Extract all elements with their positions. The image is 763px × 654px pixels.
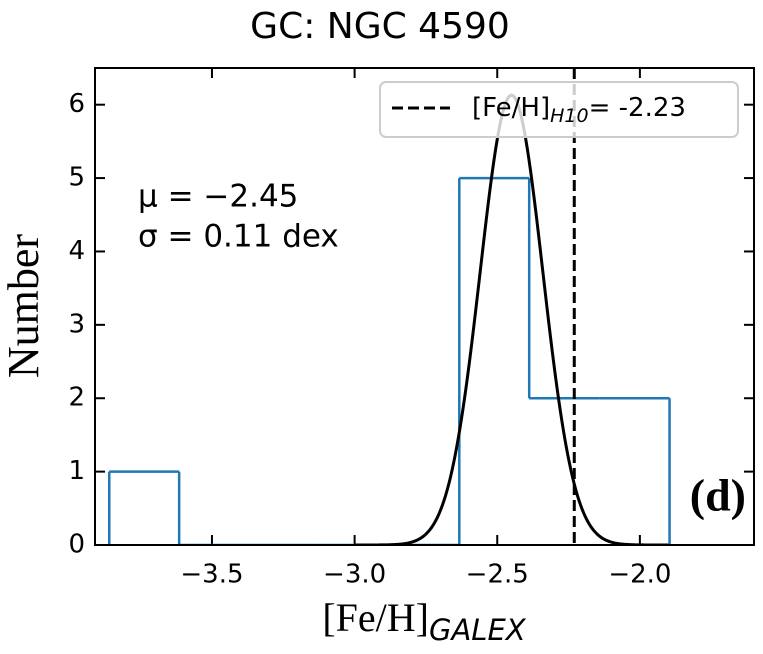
x-tick-label: −3.0 <box>323 560 386 590</box>
x-tick-label: −2.5 <box>466 560 529 590</box>
x-tick-label: −2.0 <box>608 560 671 590</box>
x-axis-label: [Fe/H]GALEX <box>322 595 526 647</box>
x-tick-label: −3.5 <box>180 560 243 590</box>
y-tick-label: 3 <box>68 309 85 339</box>
y-tick-label: 1 <box>68 456 85 486</box>
legend-label-main: [Fe/H] <box>472 93 550 123</box>
legend-box <box>379 81 739 138</box>
x-axis-label-main: [Fe/H] <box>322 595 429 640</box>
y-tick-label: 5 <box>68 163 85 193</box>
y-tick-label: 2 <box>68 383 85 413</box>
annotation: μ = −2.45 <box>138 179 298 215</box>
plot-frame <box>94 67 755 546</box>
legend-label-value: = -2.23 <box>589 93 686 123</box>
y-axis-label: Number <box>0 234 48 379</box>
y-tick-label: 6 <box>68 89 85 119</box>
chart-title: GC: NGC 4590 <box>250 6 510 47</box>
annotation: σ = 0.11 dex <box>138 219 339 255</box>
fit-curve <box>354 93 669 545</box>
x-axis-label-sub: GALEX <box>429 613 527 647</box>
y-tick-label: 4 <box>68 236 85 266</box>
panel-label: (d) <box>690 470 746 521</box>
y-tick-label: 0 <box>68 530 85 560</box>
legend-label: [Fe/H]H10= -2.23 <box>472 93 686 127</box>
legend-label-sub: H10 <box>550 105 588 127</box>
plot-area <box>108 68 671 545</box>
